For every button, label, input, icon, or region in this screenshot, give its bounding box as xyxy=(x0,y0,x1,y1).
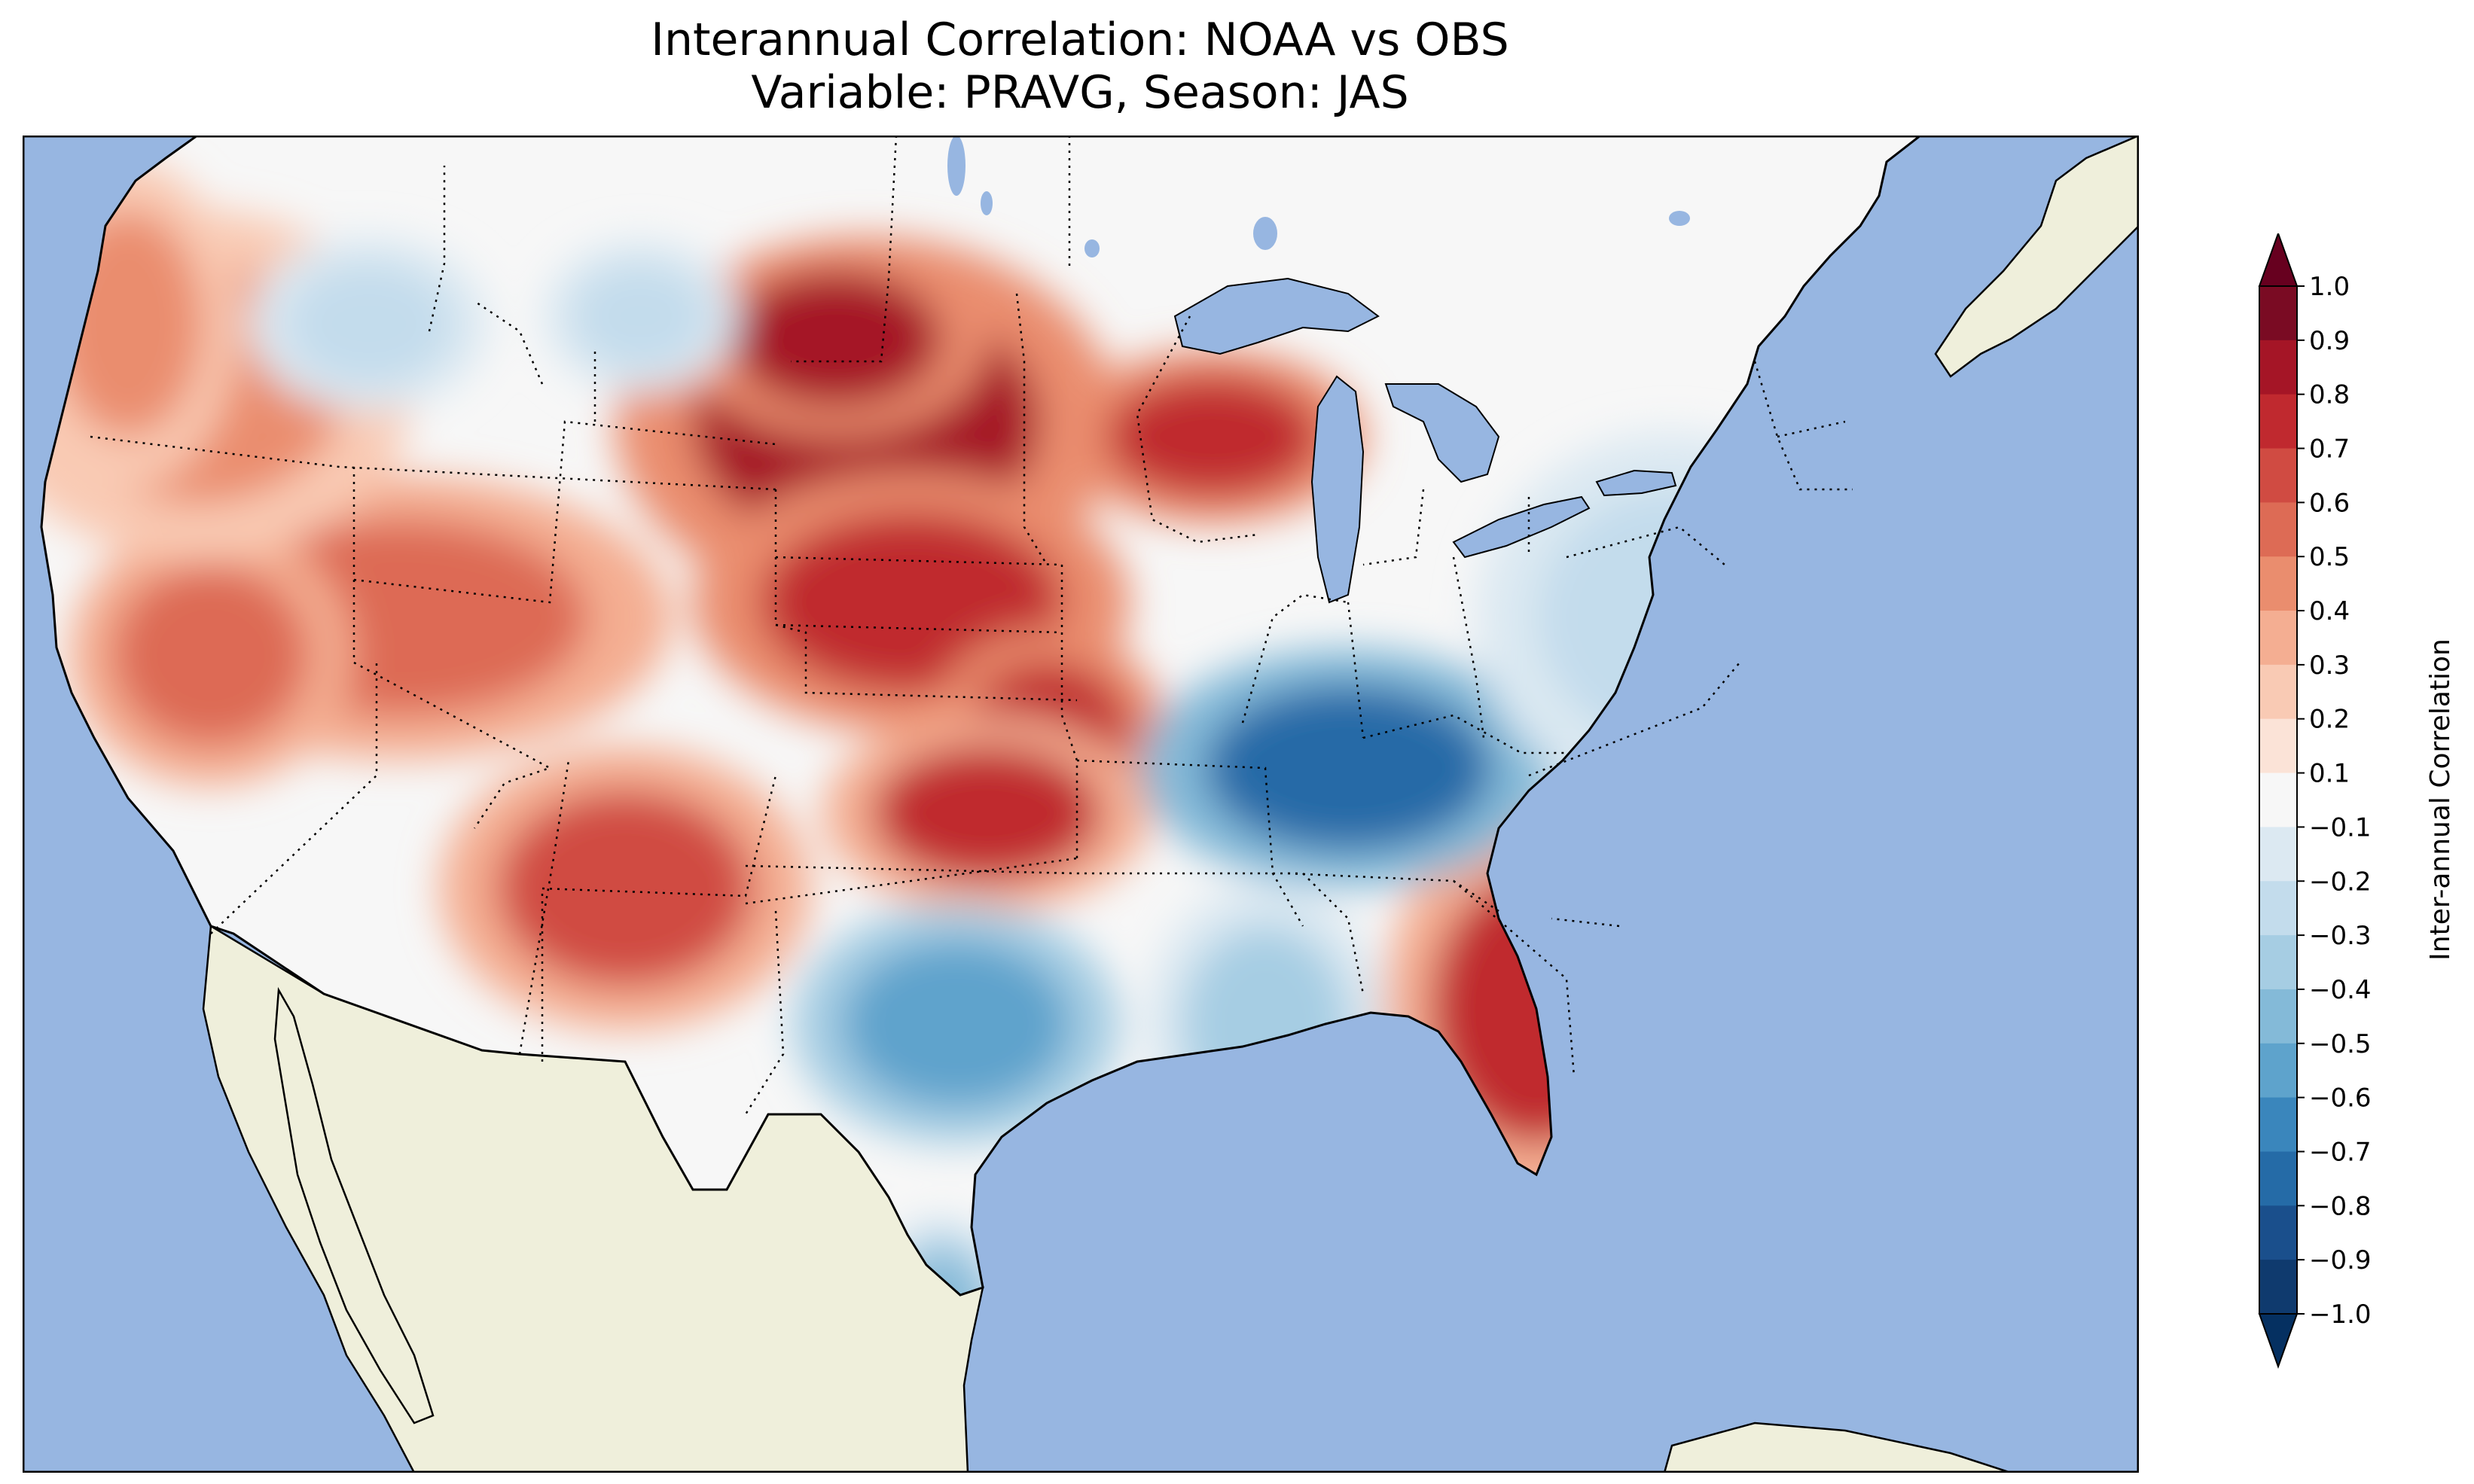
colorbar-tick-label: 1.0 xyxy=(2309,272,2350,302)
colorbar-band xyxy=(2259,448,2297,503)
colorbar: 1.0 0.9 0.8 0.7 0.6 0.5 0.4 0.3 0.2 0.1 −0.1 −0.2 −0… xyxy=(2258,233,2456,1369)
colorbar-band xyxy=(2259,935,2297,990)
colorbar-tick-label: 0.1 xyxy=(2309,759,2350,789)
colorbar-band xyxy=(2259,664,2297,720)
colorbar-extend-min xyxy=(2258,1313,2299,1369)
colorbar-band xyxy=(2259,772,2297,827)
colorbar-band xyxy=(2259,611,2297,666)
colorbar-tick-label: −0.7 xyxy=(2309,1137,2372,1167)
colorbar-tick-label: 0.6 xyxy=(2309,488,2350,518)
lake-michigan xyxy=(1310,375,1365,604)
colorbar-frame xyxy=(2259,285,2298,1315)
great-lakes xyxy=(1173,277,1677,604)
colorbar-band xyxy=(2259,340,2297,395)
colorbar-tick-label: −0.2 xyxy=(2309,867,2372,897)
colorbar-band xyxy=(2259,1205,2297,1260)
baja-peninsula xyxy=(273,986,435,1425)
colorbar-tick-label: −0.3 xyxy=(2309,921,2372,951)
colorbar-band xyxy=(2259,881,2297,936)
colorbar-band xyxy=(2259,1097,2297,1152)
canadian-lakes xyxy=(947,136,1690,257)
colorbar-tick-label: 0.2 xyxy=(2309,705,2350,735)
field-region-northern-plains xyxy=(731,271,941,407)
colorbar-tick-label: −0.8 xyxy=(2309,1191,2372,1221)
colorbar-tick-label: 0.4 xyxy=(2309,596,2350,626)
colorbar-band xyxy=(2259,1260,2297,1315)
figure-title: Interannual Correlation: NOAA vs OBS Var… xyxy=(23,14,2137,119)
colorbar-tick-label: 0.3 xyxy=(2309,651,2350,681)
map-frame xyxy=(23,136,2139,1473)
colorbar-tick-label: −1.0 xyxy=(2309,1300,2372,1330)
colorbar-tick-label: −0.6 xyxy=(2309,1083,2372,1114)
lake-ontario xyxy=(1595,469,1677,497)
correlation-map xyxy=(23,136,2139,1473)
lake-erie xyxy=(1452,495,1591,559)
field-region-oklahoma-arkansas xyxy=(874,745,1100,881)
lake-huron xyxy=(1384,383,1500,483)
colorbar-tick-label: −0.4 xyxy=(2309,975,2372,1005)
colorbar-band xyxy=(2259,718,2297,774)
field-region-texas-central xyxy=(843,941,1069,1107)
correlation-field xyxy=(41,136,1920,1295)
colorbar-tick-label: −0.5 xyxy=(2309,1029,2372,1059)
colorbar-band xyxy=(2259,1151,2297,1206)
colorbar-ticks: 1.0 0.9 0.8 0.7 0.6 0.5 0.4 0.3 0.2 0.1 −0.1 −0.2 −0… xyxy=(2297,272,2372,1330)
colorbar-band xyxy=(2259,1043,2297,1099)
nova-scotia-landmass xyxy=(1934,136,2139,378)
title-line-2: Variable: PRAVG, Season: JAS xyxy=(751,66,1409,119)
cuba-landmass xyxy=(1663,1422,2012,1473)
colorbar-bands xyxy=(2259,286,2297,1315)
colorbar-tick-label: 0.7 xyxy=(2309,434,2350,465)
colorbar-label: Inter-annual Correlation xyxy=(2425,638,2456,961)
colorbar-tick-label: 0.8 xyxy=(2309,380,2350,410)
colorbar-band xyxy=(2259,286,2297,341)
state-borders xyxy=(90,136,1853,1115)
field-region-new-mexico xyxy=(497,791,753,986)
field-region-wisconsin xyxy=(1107,376,1318,497)
colorbar-tick-label: 0.5 xyxy=(2309,542,2350,572)
colorbar-tick-label: −0.1 xyxy=(2309,812,2372,843)
colorbar-band xyxy=(2259,502,2297,557)
field-region-ohio-valley xyxy=(1205,685,1491,851)
colorbar-band xyxy=(2259,394,2297,449)
field-region-great-basin xyxy=(113,565,309,745)
field-region-montana-west xyxy=(286,264,452,384)
field-region-montana-west xyxy=(572,264,708,369)
colorbar-band xyxy=(2259,827,2297,882)
colorbar-tick-label: 0.9 xyxy=(2309,326,2350,356)
colorbar-extend-max xyxy=(2258,233,2299,287)
colorbar-tick-label: −0.9 xyxy=(2309,1245,2372,1275)
lake-superior xyxy=(1173,277,1380,355)
colorbar-band xyxy=(2259,556,2297,611)
colorbar-band xyxy=(2259,989,2297,1044)
title-line-1: Interannual Correlation: NOAA vs OBS xyxy=(651,14,1509,66)
